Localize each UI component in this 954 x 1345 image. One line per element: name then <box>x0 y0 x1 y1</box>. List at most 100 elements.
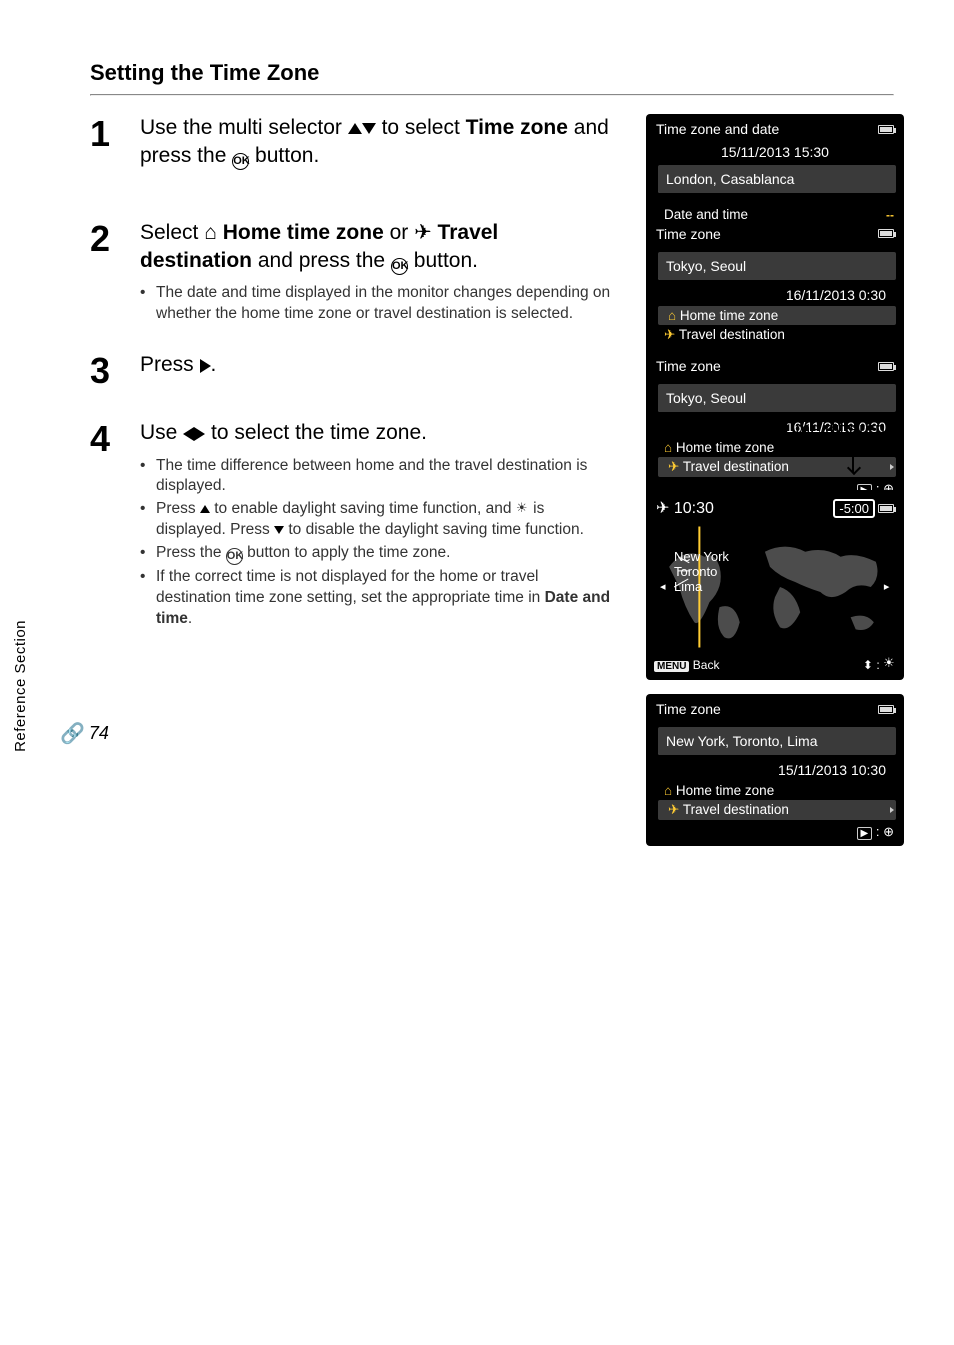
ok-icon: OK <box>226 548 243 565</box>
page-footer: 🔗 74 <box>60 721 109 746</box>
screen-5: Time zone New York, Toronto, Lima 15/11/… <box>646 694 904 846</box>
step-2: 2 Select ⌂ Home time zone or ✈ Travel de… <box>90 219 894 328</box>
city-list: New York Toronto Lima <box>674 550 729 595</box>
step-number: 3 <box>90 351 140 389</box>
arrow-right-icon <box>890 807 894 813</box>
text: Select <box>140 221 204 244</box>
datetime: 16/11/2013 0:30 <box>654 284 896 306</box>
screen-title: Time zone <box>656 701 721 717</box>
text: to select <box>376 116 466 139</box>
step-2-bullet: The date and time displayed in the monit… <box>140 283 614 325</box>
datetime: 15/11/2013 15:30 <box>654 141 896 163</box>
step-number: 1 <box>90 114 140 179</box>
opt-label: ⌂ Home time zone <box>668 308 778 323</box>
page-number: 74 <box>89 723 109 744</box>
left-icon <box>183 427 194 441</box>
time-difference-box: -5:00 <box>833 499 875 518</box>
screen-footer: ▶ : ⊕ <box>654 820 896 840</box>
battery-icon <box>878 362 894 371</box>
step-4-bullet: Press to enable daylight saving time fun… <box>140 499 614 541</box>
opt-travel-destination[interactable]: ✈ Travel destination <box>658 800 896 820</box>
pointer-line-icon <box>852 452 854 472</box>
opt-label: ⌂ Home time zone <box>664 783 774 798</box>
right-icon <box>200 359 211 373</box>
text: Use the multi selector <box>140 116 348 139</box>
highlighted-zone[interactable]: London, Casablanca <box>658 165 896 193</box>
time-difference-label: Time difference <box>646 419 904 440</box>
screen-map: ✈ 10:30 -5:00 <box>646 490 904 680</box>
section-link-icon: 🔗 <box>60 721 85 746</box>
step-4-bullet: If the correct time is not displayed for… <box>140 567 614 630</box>
plane-icon: ✈ <box>664 327 679 342</box>
svg-text:◂: ◂ <box>660 581 666 593</box>
up-icon <box>200 505 210 513</box>
step-number: 4 <box>90 419 140 632</box>
text: Home time zone <box>217 221 384 244</box>
right-icon <box>194 427 205 441</box>
opt-home-time-zone[interactable]: ⌂ Home time zone <box>658 306 896 325</box>
battery-icon <box>878 125 894 134</box>
sun-icon <box>883 658 896 671</box>
up-icon <box>348 123 362 134</box>
ok-icon: OK <box>232 153 249 170</box>
plane-icon: ✈ <box>414 219 432 247</box>
highlighted-zone[interactable]: Tokyo, Seoul <box>658 252 896 280</box>
home-icon: ⌂ <box>204 219 217 247</box>
datetime: 15/11/2013 10:30 <box>654 759 896 781</box>
step-1: 1 Use the multi selector to select Time … <box>90 114 894 179</box>
text: button. <box>249 144 319 167</box>
opt-label: ✈ Travel destination <box>668 802 789 818</box>
page-title: Setting the Time Zone <box>90 60 894 86</box>
step-4-bullet: The time difference between home and the… <box>140 456 614 498</box>
back-label[interactable]: MENU Back <box>654 658 719 672</box>
title-divider <box>90 94 894 96</box>
down-icon <box>362 123 376 134</box>
city: New York <box>674 550 729 565</box>
svg-text:▸: ▸ <box>884 581 890 593</box>
side-label: Reference Section <box>12 620 29 752</box>
plane-icon: ✈ <box>656 500 674 517</box>
highlighted-zone[interactable]: New York, Toronto, Lima <box>658 727 896 755</box>
plane-icon: ✈ <box>668 802 683 817</box>
home-icon: ⌂ <box>664 783 676 798</box>
menu-icon: MENU <box>654 661 689 672</box>
sun-icon <box>516 502 529 515</box>
battery-icon <box>878 705 894 714</box>
battery-icon <box>878 504 894 513</box>
screen-title: Time zone <box>656 226 721 242</box>
updown-icon: ⬍ <box>863 658 873 672</box>
step-1-heading: Use the multi selector to select Time zo… <box>140 114 614 171</box>
ok-icon: OK <box>391 258 408 275</box>
home-icon: ⌂ <box>668 308 680 323</box>
step-4: 4 Use to select the time zone. The time … <box>90 419 894 632</box>
text: and press the <box>252 249 391 272</box>
step-2-heading: Select ⌂ Home time zone or ✈ Travel dest… <box>140 219 614 276</box>
step-4-heading: Use to select the time zone. <box>140 419 614 447</box>
map-time: ✈ 10:30 <box>656 498 714 518</box>
play-icon: ▶ <box>857 827 873 840</box>
text: or <box>384 221 414 244</box>
down-icon <box>274 526 284 534</box>
text: Use <box>140 421 183 444</box>
highlighted-zone[interactable]: Tokyo, Seoul <box>658 384 896 412</box>
text: . <box>211 353 217 376</box>
opt-home-time-zone[interactable]: ⌂ Home time zone <box>654 781 896 800</box>
city: Toronto <box>674 565 729 580</box>
opt-label: ✈ Travel destination <box>664 327 785 343</box>
text: to select the time zone. <box>205 421 427 444</box>
screen-title: Time zone and date <box>656 121 779 137</box>
globe-icon: ⊕ <box>883 824 894 840</box>
text: Time zone <box>466 116 568 139</box>
step-number: 2 <box>90 219 140 328</box>
city: Lima <box>674 580 729 595</box>
battery-icon <box>878 229 894 238</box>
dst-hint: ⬍ : <box>863 658 896 672</box>
text: button. <box>408 249 478 272</box>
screen-2: Time zone Tokyo, Seoul 16/11/2013 0:30 ⌂… <box>646 219 904 371</box>
step-3-heading: Press . <box>140 351 614 379</box>
screen-title: Time zone <box>656 358 721 374</box>
opt-travel-destination[interactable]: ✈ Travel destination <box>654 325 896 345</box>
step-3: 3 Press . Time zone Tokyo, Seoul 16/11/2… <box>90 351 894 389</box>
step-4-bullet: Press the OK button to apply the time zo… <box>140 543 614 565</box>
text: Press <box>140 353 200 376</box>
